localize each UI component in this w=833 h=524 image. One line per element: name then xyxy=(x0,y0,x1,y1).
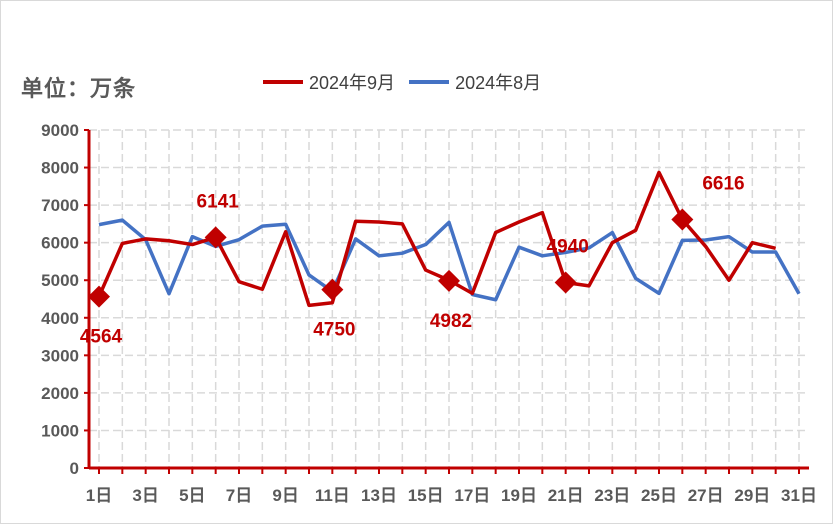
unit-label: 单位：万条 xyxy=(21,77,137,102)
x-tick-label: 11日 xyxy=(315,486,350,505)
x-tick-label: 17日 xyxy=(454,486,490,505)
axis-layer: 0 1000 2000 3000 4000 5000 6000 7000 8000 9000 1日 3… xyxy=(41,121,817,505)
data-label: 4940 xyxy=(547,236,589,257)
x-tick-label: 25日 xyxy=(641,486,677,505)
x-tick-label: 29日 xyxy=(734,486,770,505)
data-marker xyxy=(554,271,577,294)
data-marker xyxy=(88,285,110,308)
x-tick-label: 19日 xyxy=(501,486,537,505)
x-tick-label: 5日 xyxy=(179,486,205,505)
y-tick-label: 0 xyxy=(70,459,79,478)
x-tick-label: 27日 xyxy=(688,486,724,505)
x-tick-label: 23日 xyxy=(594,486,630,505)
data-marker xyxy=(321,278,344,301)
data-label: 6616 xyxy=(702,174,744,195)
legend-item-sep: 2024年9月 xyxy=(263,69,395,95)
y-tick-label: 1000 xyxy=(41,421,79,440)
y-tick-label: 2000 xyxy=(41,384,79,403)
y-tick-label: 6000 xyxy=(41,234,79,253)
y-tick-label: 3000 xyxy=(41,346,79,365)
x-tick-label: 31日 xyxy=(781,486,817,505)
x-tick-label: 21日 xyxy=(548,486,584,505)
x-tick-label: 1日 xyxy=(86,486,112,505)
data-label: 4982 xyxy=(430,311,472,332)
data-label: 4750 xyxy=(313,320,355,341)
legend-label-aug: 2024年8月 xyxy=(455,73,542,93)
legend-swatch-sep xyxy=(263,80,303,84)
x-tick-label: 7日 xyxy=(226,486,252,505)
annotation-layer: 4564 6141 4750 4982 4940 6616 xyxy=(80,174,745,348)
y-tick-label: 8000 xyxy=(41,159,79,178)
x-tick-label: 15日 xyxy=(408,486,444,505)
x-tick-label: 3日 xyxy=(132,486,158,505)
legend-item-aug: 2024年8月 xyxy=(409,69,541,95)
data-label: 4564 xyxy=(80,327,123,348)
legend-label-sep: 2024年9月 xyxy=(309,73,396,93)
data-marker xyxy=(671,208,694,231)
x-tick-label: 9日 xyxy=(272,486,298,505)
y-tick-label: 9000 xyxy=(41,121,79,140)
data-marker xyxy=(438,269,460,292)
y-tick-label: 4000 xyxy=(41,309,79,328)
data-label: 6141 xyxy=(197,191,240,212)
data-marker xyxy=(204,226,227,249)
legend-swatch-aug xyxy=(409,80,450,84)
y-tick-label: 7000 xyxy=(41,196,79,215)
y-tick-label: 5000 xyxy=(41,271,79,290)
x-tick-label: 13日 xyxy=(361,486,397,505)
grid-layer xyxy=(89,129,809,468)
chart-legend: 2024年9月 2024年8月 xyxy=(263,69,541,95)
